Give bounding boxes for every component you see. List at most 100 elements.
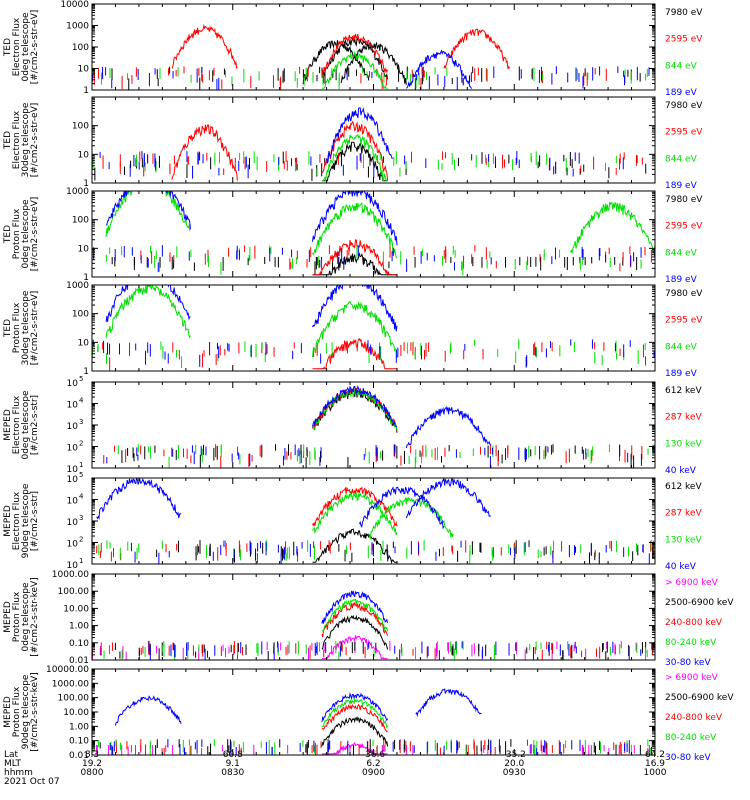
y-axis-label: Proton Flux — [12, 208, 22, 259]
panel-1-data — [92, 23, 650, 90]
y-tick-label: 10 — [67, 540, 79, 550]
y-axis-label: [#/cm2-s-str] — [30, 395, 40, 455]
legend-entry: 612 keV — [665, 482, 702, 492]
series-2-mark — [321, 614, 389, 651]
footer-mlt: 9.1 — [226, 759, 240, 769]
series-2-mark — [171, 23, 238, 70]
series-5-mark — [321, 692, 389, 723]
series-4-mark — [358, 486, 445, 530]
series-3-mark — [312, 202, 398, 259]
series-1-mark — [340, 41, 407, 85]
y-axis-label: 0deg telescope — [21, 12, 31, 82]
legend-entry: 2500-6900 keV — [665, 598, 734, 608]
panel-2: 1 10 100 TED Electron Flux 30deg telescope [#/… — [3, 96, 703, 191]
series-2-mark — [321, 716, 389, 747]
y-tick-label: 10 — [78, 338, 90, 348]
series-4-mark — [405, 478, 491, 519]
y-tick-label: 10 — [78, 150, 90, 160]
footer-lat: 60.8 — [223, 750, 243, 760]
y-tick-label: 1.00 — [69, 622, 89, 632]
series-4-mark — [321, 598, 389, 633]
y-tick-label: 100 — [72, 310, 89, 320]
panel-5-data — [103, 385, 655, 468]
y-tick-label: 100 — [72, 122, 89, 132]
y-axis-label: TED — [3, 319, 13, 338]
footer-hhmm: 0830 — [221, 768, 244, 778]
footer-row-label: Lat — [4, 750, 19, 760]
y-tick-exp: 2 — [79, 440, 83, 448]
footer-hhmm: 1000 — [644, 768, 667, 778]
footer-mlt: 6.2 — [366, 759, 380, 769]
panel-4-data — [92, 285, 655, 371]
legend-entry: 7980 eV — [665, 289, 703, 299]
y-axis-label: [#/cm2-s-str-eV] — [30, 10, 40, 85]
series-3-mark — [321, 703, 388, 733]
series-4-mark — [312, 285, 398, 332]
y-tick-label: 10000.00 — [46, 665, 89, 675]
y-tick-label: 0.10 — [69, 639, 89, 649]
y-axis-label: TED — [3, 131, 13, 150]
y-tick-label: 10 — [67, 561, 79, 571]
y-tick-exp: 3 — [79, 418, 83, 426]
y-tick-label: 0.01 — [69, 751, 89, 761]
footer-hhmm: 0900 — [362, 768, 385, 778]
legend-entry: 287 keV — [665, 509, 702, 519]
legend-entry: 844 eV — [665, 61, 698, 71]
footer-mlt: 20.0 — [504, 759, 524, 769]
footer-mlt: 16.9 — [645, 759, 665, 769]
y-axis-label: Electron Flux — [12, 17, 22, 76]
y-axis-label: [#/cm2-s-str-keV] — [30, 577, 40, 656]
y-tick-label: 1.00 — [69, 722, 89, 732]
series-1-mark — [312, 528, 397, 564]
series-1-mark — [302, 40, 370, 85]
legend-entry: 130 keV — [665, 439, 702, 449]
y-axis-label: Proton Flux — [12, 302, 22, 353]
y-tick-label: 1000 — [66, 22, 89, 32]
series-3-mark — [105, 191, 191, 237]
legend-entry: 7980 eV — [665, 8, 703, 18]
footer-lat: 8.3 — [85, 750, 99, 760]
y-tick-label: 10 — [67, 444, 79, 454]
legend-entry: 7980 eV — [665, 101, 703, 111]
y-axis-label: Proton Flux — [12, 591, 22, 642]
y-tick-exp: 4 — [79, 493, 84, 501]
series-2-mark — [312, 239, 397, 277]
legend-entry: 844 eV — [665, 154, 698, 164]
legend-entry: 30-80 keV — [665, 753, 711, 763]
series-5-mark — [321, 590, 389, 624]
y-axis-label: TED — [3, 38, 13, 57]
panel-3: 1 10 100 1000 TED Proton Flux 0deg telescope [#… — [3, 187, 703, 285]
y-tick-exp: 1 — [79, 461, 83, 469]
panel-4: 1 10 100 1000 TED Proton Flux 30deg telescope[… — [3, 281, 703, 379]
y-tick-label: 10 — [67, 475, 79, 485]
y-axis-label: 90deg telescope — [21, 483, 31, 558]
legend-entry: 2595 eV — [665, 316, 703, 326]
y-tick-label: 10 — [67, 401, 79, 411]
y-axis-label: 30deg telescope — [21, 290, 31, 365]
legend-entry: 189 eV — [665, 88, 698, 98]
series-4-mark — [105, 285, 191, 322]
footer-lat: -35.2 — [503, 750, 526, 760]
y-axis-label: MEPED — [3, 409, 13, 441]
series-4-mark — [406, 49, 473, 89]
footer-lat: -36.6 — [362, 750, 386, 760]
y-tick-label: 100 — [72, 216, 89, 226]
series-2-mark — [312, 486, 398, 527]
y-tick-label: 10.00 — [63, 604, 89, 614]
y-tick-exp: 1 — [79, 557, 83, 565]
y-tick-label: 1 — [83, 86, 89, 96]
legend-entry: 240-800 keV — [665, 618, 723, 628]
series-4-mark — [312, 385, 398, 428]
y-axis-label: MEPED — [3, 505, 13, 537]
series-4-mark — [405, 405, 491, 449]
legend-entry: 2595 eV — [665, 128, 703, 138]
series-4-mark — [326, 107, 393, 164]
series-3-mark — [312, 300, 398, 358]
series-4-mark — [321, 697, 389, 729]
legend-entry: 189 eV — [665, 181, 698, 191]
legend-entry: 40 keV — [665, 562, 697, 572]
series-2-mark — [321, 33, 389, 78]
y-axis-label: Electron Flux — [12, 491, 22, 550]
y-tick-label: 1 — [83, 273, 89, 283]
